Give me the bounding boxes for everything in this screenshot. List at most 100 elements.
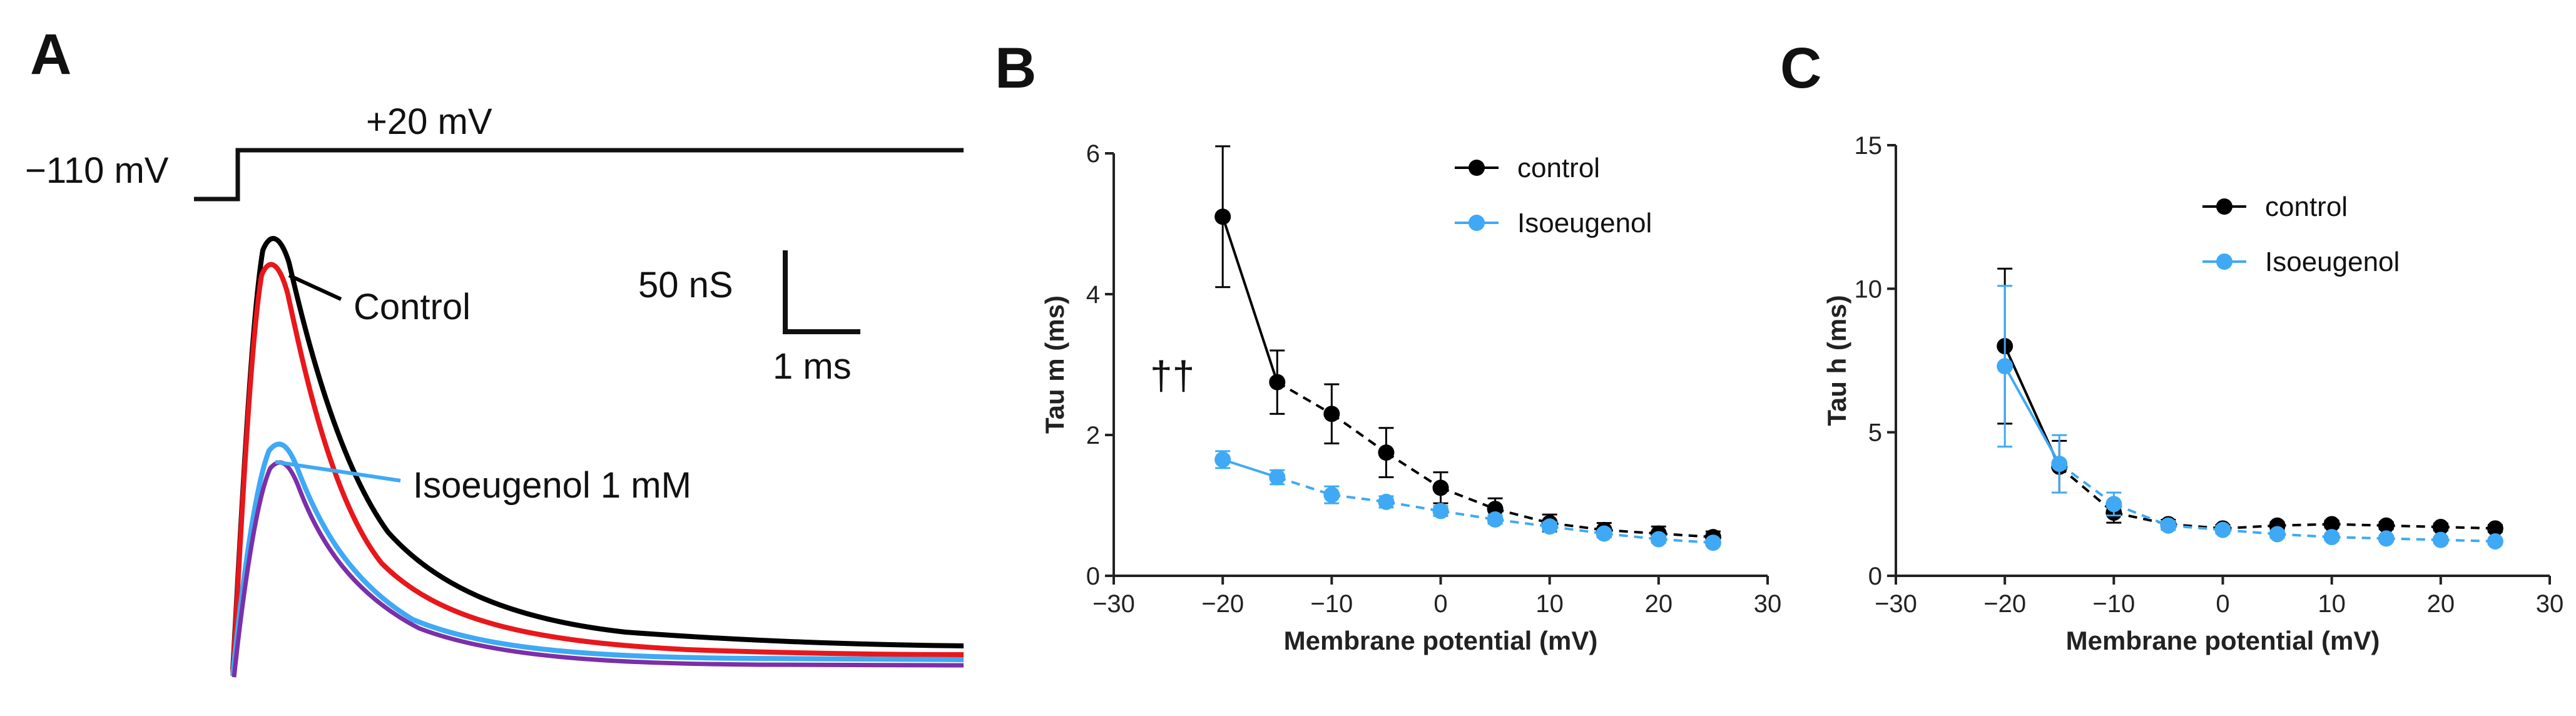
x-tick-label: −20 bbox=[1201, 590, 1244, 618]
series-line-segment bbox=[2277, 533, 2332, 539]
series-line-segment bbox=[1495, 508, 1550, 524]
series-line-segment bbox=[2113, 503, 2169, 527]
series-isoeugenol bbox=[1997, 285, 2503, 550]
panel-a: A −110 mV +20 mV Control Isoeugenol 1 mM… bbox=[25, 23, 964, 678]
series-line-segment bbox=[2386, 524, 2441, 529]
series-line-segment bbox=[1385, 451, 1442, 489]
y-axis-label: Tau m (ms) bbox=[1040, 295, 1069, 434]
y-tick-label: 5 bbox=[1868, 419, 1882, 447]
y-tick-label: 2 bbox=[1086, 422, 1100, 449]
series-line-segment bbox=[2277, 523, 2332, 527]
x-tick-label: 10 bbox=[2318, 590, 2346, 618]
legend-label-isoeugenol: Isoeugenol bbox=[1517, 208, 1652, 238]
data-point bbox=[1487, 511, 1504, 528]
series-line-segment bbox=[1222, 458, 1278, 479]
data-point bbox=[2323, 516, 2340, 533]
data-point bbox=[2378, 517, 2395, 534]
data-point bbox=[1596, 525, 1612, 542]
series-line-segment bbox=[1276, 476, 1332, 496]
data-point bbox=[1997, 358, 2013, 375]
data-point bbox=[1214, 451, 1231, 468]
trace-drug-purple bbox=[232, 460, 964, 678]
trace-drug-blue bbox=[230, 441, 964, 677]
series-line-segment bbox=[2058, 466, 2115, 514]
data-point bbox=[1432, 479, 1449, 496]
legend-label-control: control bbox=[2265, 192, 2348, 222]
data-point bbox=[1269, 469, 1286, 486]
y-tick-label: 15 bbox=[1855, 132, 1883, 160]
series-line-segment bbox=[2440, 526, 2495, 530]
data-point bbox=[1432, 503, 1449, 519]
x-tick-label: 0 bbox=[1433, 590, 1447, 618]
series-line-segment bbox=[2168, 524, 2223, 531]
x-tick-label: −10 bbox=[1310, 590, 1353, 618]
chart-tau-h: −30 −20 −10 0 10 20 30 0 5 10 15 Membrane potential… bbox=[1822, 132, 2563, 655]
control-trace-label: Control bbox=[354, 287, 471, 327]
panel-b: B −30 −20 −10 0 10 20 30 0 2 4 6 Membrane potential… bbox=[995, 36, 1781, 655]
series-isoeugenol bbox=[1214, 450, 1721, 551]
x-tick-label: 30 bbox=[1754, 590, 1782, 618]
legend-marker bbox=[2216, 253, 2232, 270]
y-tick-label: 10 bbox=[1855, 275, 1883, 303]
x-tick-label: −10 bbox=[2092, 590, 2135, 618]
x-tick-label: −20 bbox=[1983, 590, 2026, 618]
data-point bbox=[2269, 526, 2286, 543]
series-control bbox=[1214, 145, 1721, 546]
x-axis-label: Membrane potential (mV) bbox=[1284, 626, 1598, 655]
scale-bar bbox=[783, 250, 860, 334]
series-line-segment bbox=[2003, 366, 2060, 465]
series-line-segment bbox=[1440, 509, 1495, 521]
series-line-segment bbox=[2331, 523, 2386, 527]
trace-control-black bbox=[230, 236, 964, 670]
x-tick-label: 20 bbox=[2427, 590, 2455, 618]
x-tick-label: 0 bbox=[2216, 590, 2229, 618]
series-line-segment bbox=[1658, 538, 1714, 545]
series-control bbox=[1997, 267, 2503, 537]
data-point bbox=[1378, 493, 1395, 510]
series-line-segment bbox=[2386, 537, 2441, 541]
drug-trace-label: Isoeugenol 1 mM bbox=[413, 465, 691, 506]
panel-a-letter: A bbox=[30, 23, 71, 86]
series-line-segment bbox=[1549, 521, 1605, 531]
data-point bbox=[1269, 374, 1286, 391]
data-point bbox=[1704, 534, 1721, 551]
series-line-segment bbox=[2440, 538, 2495, 543]
data-point bbox=[2051, 456, 2068, 473]
x-tick-label: 30 bbox=[2536, 590, 2564, 618]
series-line-segment bbox=[1549, 525, 1605, 535]
data-point bbox=[2105, 496, 2122, 513]
legend-marker bbox=[1469, 160, 1485, 176]
data-point bbox=[2378, 530, 2395, 547]
drug-leader-line bbox=[275, 460, 401, 483]
legend-marker bbox=[2216, 198, 2232, 215]
series-line-segment bbox=[1276, 381, 1333, 415]
series-line-segment bbox=[1331, 493, 1387, 503]
series-line-segment bbox=[1604, 528, 1659, 535]
scale-bar-y-label: 50 nS bbox=[638, 265, 733, 305]
significance-annotation: †† bbox=[1150, 353, 1194, 398]
x-tick-label: −30 bbox=[1092, 590, 1135, 618]
data-point bbox=[2323, 529, 2340, 546]
y-tick-label: 6 bbox=[1086, 140, 1100, 168]
series-line-segment bbox=[1331, 412, 1387, 454]
x-tick-label: 20 bbox=[1645, 590, 1673, 618]
series-line-segment bbox=[2059, 463, 2115, 505]
x-axis-label: Membrane potential (mV) bbox=[2066, 626, 2380, 655]
panel-c-letter: C bbox=[1780, 36, 1821, 100]
x-tick-label: 10 bbox=[1535, 590, 1564, 618]
panel-c: C −30 −20 −10 0 10 20 30 0 5 10 15 Membrane potenti… bbox=[1780, 36, 2563, 655]
y-tick-label: 0 bbox=[1086, 563, 1100, 590]
data-point bbox=[1323, 486, 1340, 503]
series-line-segment bbox=[2168, 523, 2223, 530]
data-point bbox=[2432, 531, 2449, 548]
trace-control-red bbox=[230, 262, 964, 673]
data-point bbox=[2432, 519, 2449, 536]
series-line-segment bbox=[1604, 532, 1659, 541]
panel-b-letter: B bbox=[995, 36, 1036, 100]
series-line-segment bbox=[2222, 524, 2278, 530]
data-point bbox=[2487, 520, 2503, 537]
chart-tau-m: −30 −20 −10 0 10 20 30 0 2 4 6 Membrane potential (… bbox=[1040, 140, 1781, 655]
data-point bbox=[2160, 517, 2177, 534]
voltage-protocol-line bbox=[194, 148, 964, 202]
